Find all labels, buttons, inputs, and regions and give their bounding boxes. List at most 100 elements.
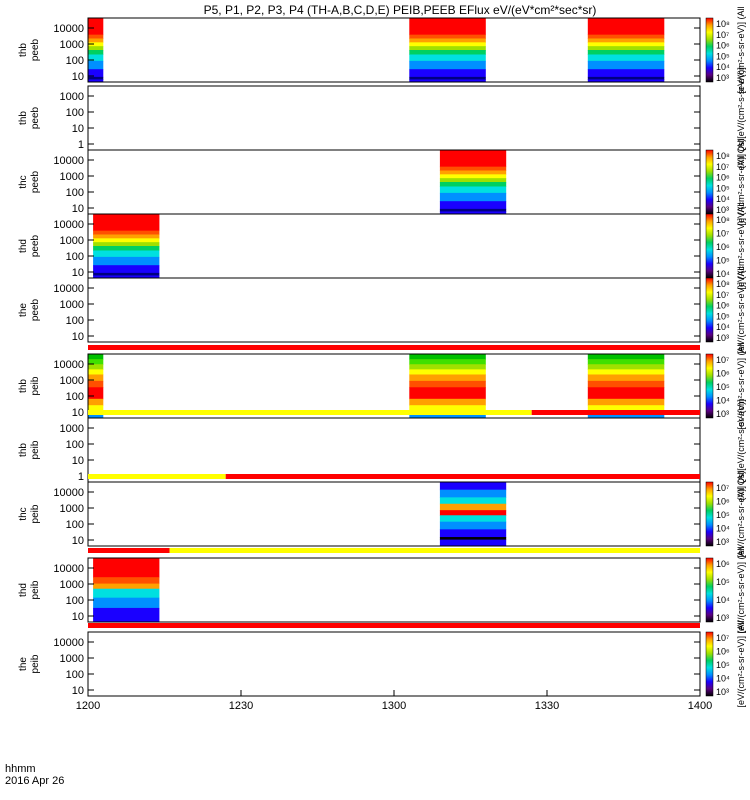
spectrogram-band (409, 38, 486, 43)
spectrogram-band (587, 354, 665, 360)
spectrogram-band (93, 256, 160, 266)
spectrogram-band (409, 398, 486, 406)
spectrogram-band (93, 607, 160, 623)
colorbar-label: [eV/(cm²-s-sr-eV)] (All (736, 343, 746, 430)
spectrogram-band (409, 60, 486, 70)
panel-frame (87, 213, 701, 279)
spectrogram-band (88, 60, 104, 70)
colorbar-tick-label: 10³ (716, 613, 729, 623)
y-tick-label: 10000 (53, 23, 84, 35)
spectrogram-band (88, 359, 104, 365)
spectrogram-band (88, 46, 104, 51)
y-tick-label: 1000 (60, 235, 84, 247)
spectrogram-band (93, 242, 160, 247)
panel-label: thdpeeb (18, 234, 41, 257)
y-tick-label: 100 (66, 251, 84, 263)
colorbar-label: (All Qs)[eV/(cm²-s-sr-eV)] (736, 399, 746, 501)
panel-label-line: the (18, 657, 29, 671)
spectrogram-band (93, 577, 160, 585)
panel-label-line: peeb (30, 298, 41, 321)
spectrogram-band (409, 387, 486, 400)
y-tick-label: 10 (72, 611, 84, 623)
status-bar-segment (225, 474, 700, 479)
y-tick-label: 1000 (60, 423, 84, 435)
colorbar-tick-label: 10⁷ (716, 229, 729, 239)
status-bar-group (88, 345, 701, 628)
spectrogram-band (439, 539, 507, 547)
colorbar-tick-label: 10⁵ (716, 660, 730, 670)
panel-label-line: thc (18, 507, 29, 520)
spectrogram-band (88, 79, 104, 83)
spectrogram-band (439, 166, 507, 171)
colorbar-tick-label: 10⁶ (716, 369, 730, 379)
x-tick-label: 1300 (382, 700, 406, 712)
colorbar-tick-label: 10⁶ (716, 41, 730, 51)
panel-label-line: thb (18, 379, 29, 393)
x-tick-label: 1330 (535, 700, 559, 712)
y-tick-label: 1000 (60, 375, 84, 387)
colorbar-tick-label: 10⁷ (716, 290, 729, 300)
y-tick-label: 10 (72, 123, 84, 135)
date-label: 2016 Apr 26 (5, 775, 64, 787)
spectrogram-band (439, 515, 507, 523)
y-tick-label: 1000 (60, 171, 84, 183)
spectrogram-band (93, 246, 160, 251)
panel-label-line: peeb (30, 106, 41, 129)
panel-frame (87, 277, 701, 343)
spectrogram-band (587, 18, 665, 36)
panel-label: thbpeib (18, 440, 41, 459)
y-tick-label: 100 (66, 595, 84, 607)
colorbar-tick-label: 10⁴ (716, 595, 730, 605)
colorbar-tick-label: 10⁷ (716, 162, 729, 172)
spectrogram-band (88, 354, 104, 360)
status-bar-segment (88, 345, 700, 350)
status-bar-segment (88, 548, 170, 553)
spectrogram-band (587, 38, 665, 43)
spectrogram-band (88, 364, 104, 370)
spectrogram-band (93, 588, 160, 599)
panel-label-line: thd (18, 239, 29, 253)
figure-title: P5, P1, P2, P3, P4 (TH-A,B,C,D,E) PEIB,P… (204, 3, 597, 17)
x-tick-label: 1400 (688, 700, 712, 712)
y-tick-label: 1000 (60, 579, 84, 591)
spectrogram-band (409, 414, 486, 419)
panel-label: thepeeb (18, 298, 41, 321)
panel-label-line: peib (30, 504, 41, 523)
colorbar-tick-label: 10⁵ (716, 382, 730, 392)
spectrogram-band (88, 38, 104, 43)
colorbar-tick-label: 10⁶ (716, 173, 730, 183)
colorbar-tick-label: 10⁴ (716, 674, 730, 684)
spectrogram-band (409, 54, 486, 62)
spectrogram-band (88, 54, 104, 62)
panel-label-line: thb (18, 43, 29, 57)
spectrogram-band (93, 275, 160, 279)
y-tick-label: 10 (72, 455, 84, 467)
spectrogram-band (409, 50, 486, 55)
colorbar-tick-label: 10⁷ (716, 355, 729, 365)
panel-label-line: peib (30, 376, 41, 395)
spectrogram-band (439, 510, 507, 516)
y-tick-label: 10000 (53, 359, 84, 371)
y-tick-label: 1000 (60, 39, 84, 51)
panel-label-line: peeb (30, 170, 41, 193)
spectrogram-band (439, 208, 507, 212)
y-tick-label: 100 (66, 55, 84, 67)
y-tick-label: 10 (72, 407, 84, 419)
colorbar-tick-label: 10⁸ (716, 151, 730, 161)
spectrogram-band (409, 374, 486, 382)
spectrogram-band (587, 405, 665, 411)
y-tick-label: 100 (66, 107, 84, 119)
y-tick-label: 10 (72, 685, 84, 697)
y-tick-label: 100 (66, 391, 84, 403)
spectrogram-band (439, 178, 507, 183)
panel-label: thdpeib (18, 580, 41, 599)
spectrogram-band (409, 42, 486, 47)
colorbar-tick-label: 10⁴ (716, 396, 730, 406)
y-tick-label: 1000 (60, 299, 84, 311)
spectrogram-band (409, 76, 486, 80)
colorbar-tick-label: 10⁶ (716, 559, 730, 569)
y-tick-label: 10000 (53, 219, 84, 231)
status-bar-segment (169, 548, 701, 553)
y-tick-label: 10 (72, 203, 84, 215)
colorbar-label: [eV/(cm²-s-sr-eV)] (All (736, 621, 746, 708)
